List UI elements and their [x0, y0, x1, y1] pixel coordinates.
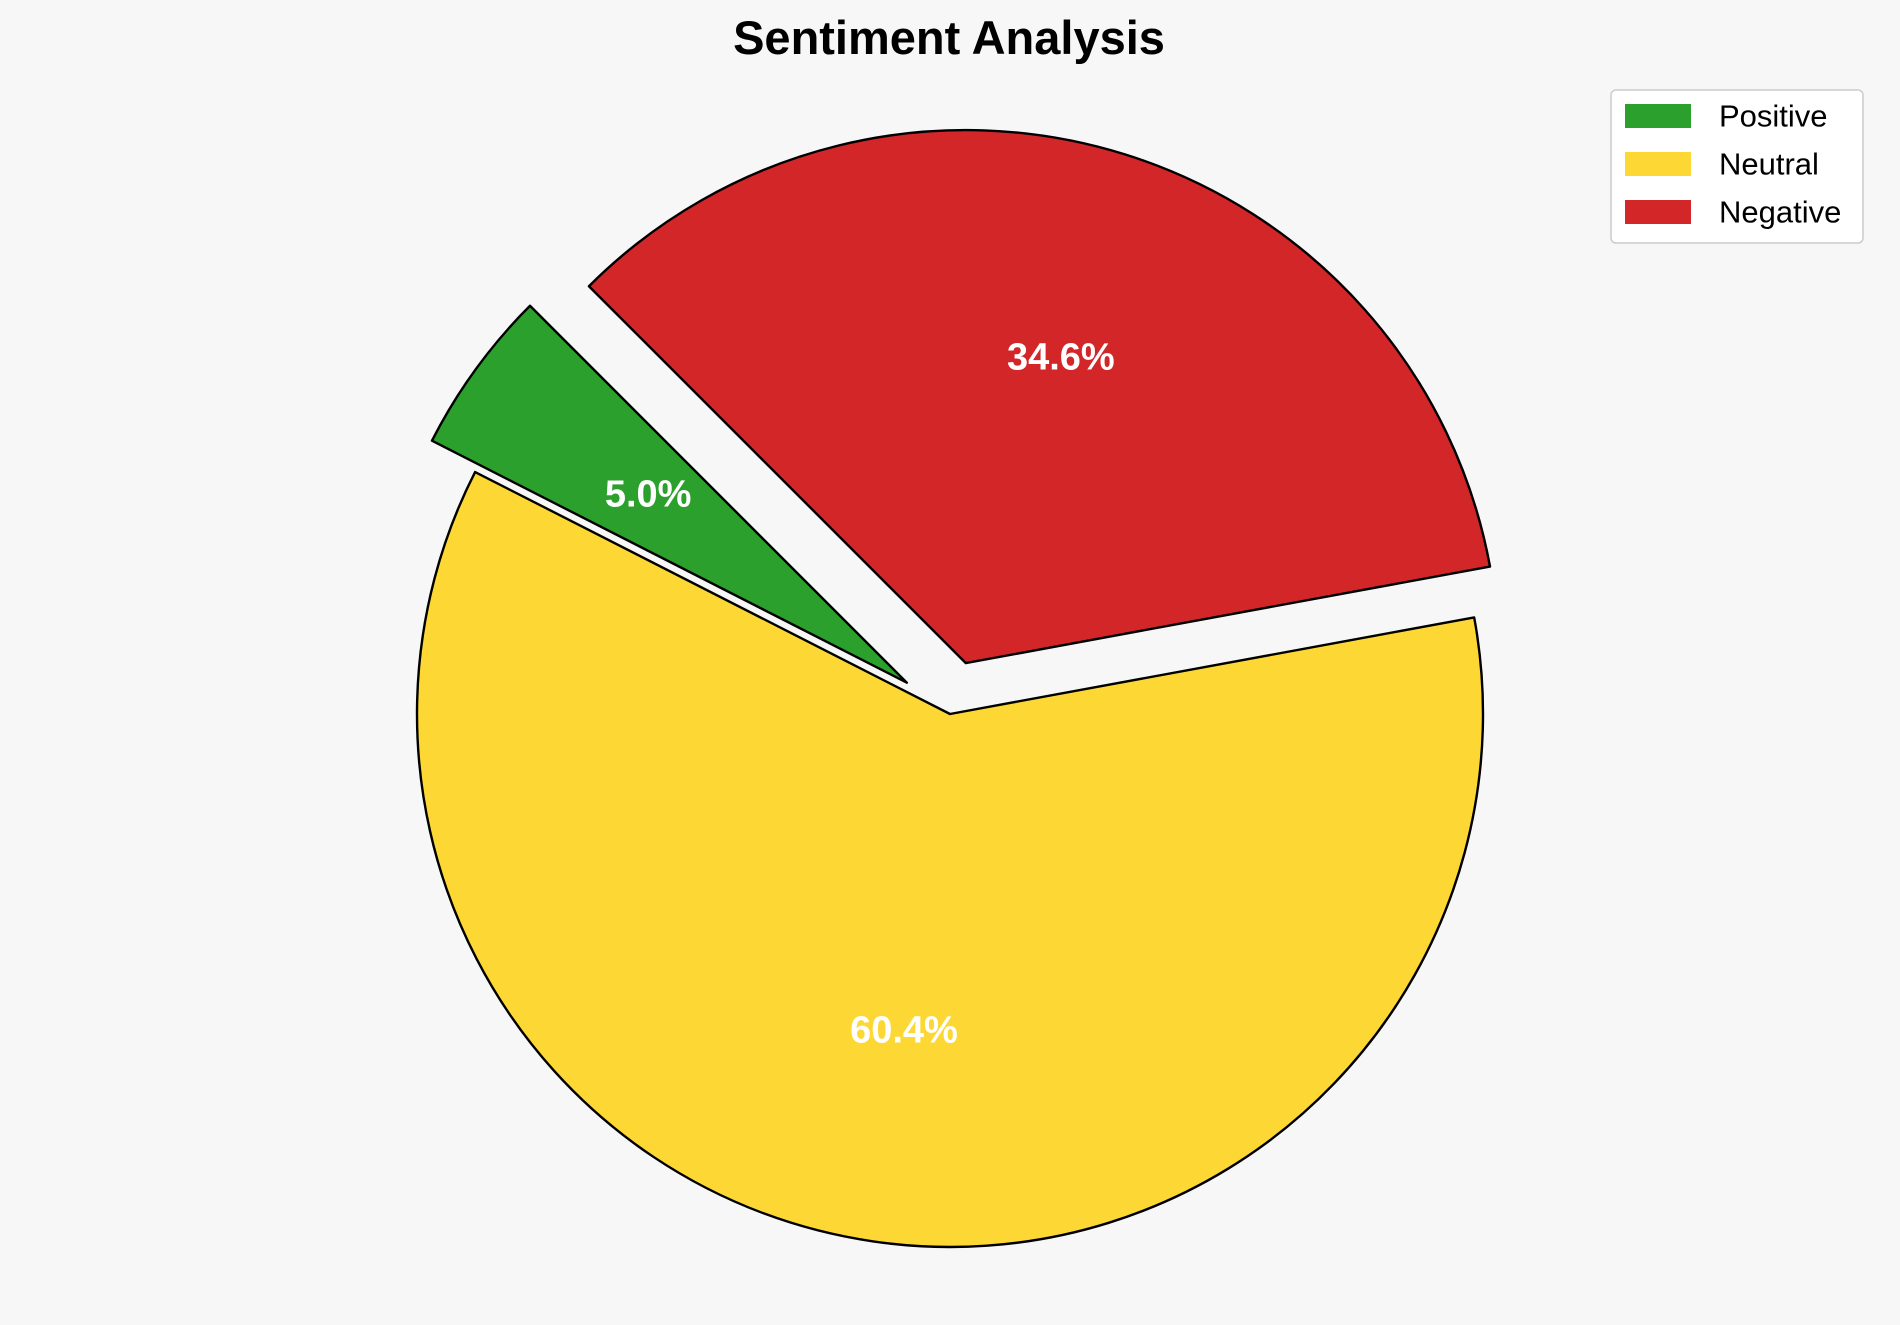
legend-item-negative: Negative — [1625, 195, 1841, 230]
chart-legend: Positive Neutral Negative — [1610, 89, 1864, 244]
legend-swatch-positive — [1625, 104, 1691, 128]
legend-label-negative: Negative — [1719, 195, 1841, 230]
legend-item-neutral: Neutral — [1625, 147, 1819, 182]
legend-label-positive: Positive — [1719, 99, 1828, 134]
pie-slice-neutral — [415, 470, 1485, 1249]
chart-title: Sentiment Analysis — [733, 11, 1165, 64]
legend-swatch-neutral — [1625, 152, 1691, 176]
pie-value-label-negative: 34.6% — [1007, 337, 1115, 379]
pie-slices — [415, 128, 1492, 1249]
legend-items: Positive Neutral Negative — [1625, 99, 1841, 230]
legend-label-neutral: Neutral — [1719, 147, 1819, 182]
pie-value-label-positive: 5.0% — [605, 474, 692, 516]
pie-value-labels: 5.0% 60.4% 34.6% — [605, 337, 1115, 1052]
legend-item-positive: Positive — [1625, 99, 1828, 134]
legend-swatch-negative — [1625, 200, 1691, 224]
pie-value-label-neutral: 60.4% — [850, 1009, 958, 1051]
pie-slice-negative — [587, 128, 1492, 665]
pie-slice-positive — [430, 304, 909, 684]
